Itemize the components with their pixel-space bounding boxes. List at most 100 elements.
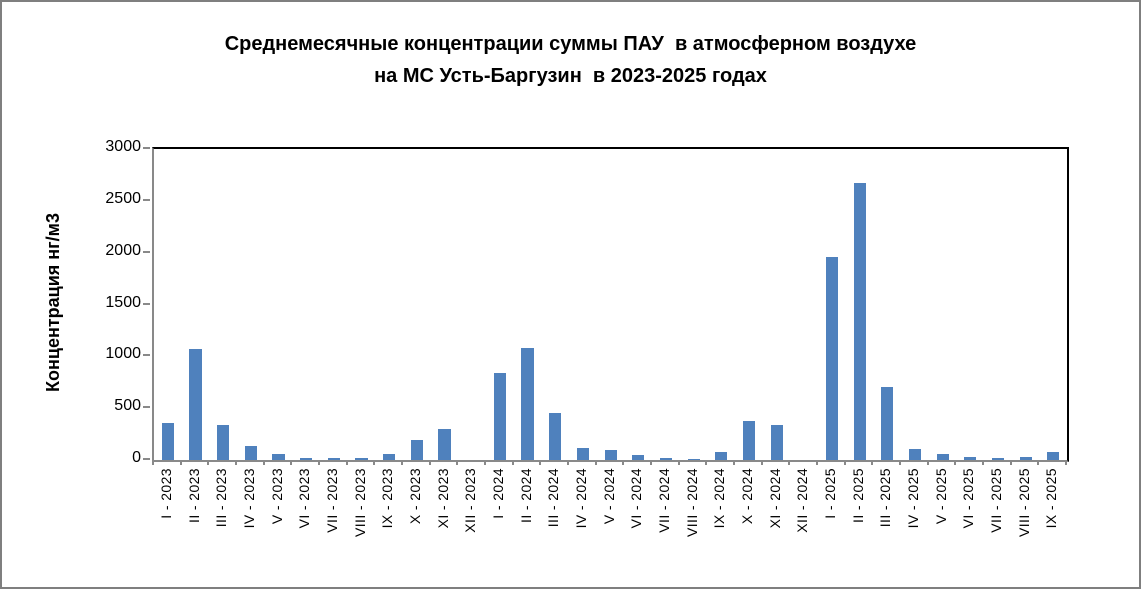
- x-tick-mark: [152, 460, 154, 465]
- x-tick-mark: [179, 460, 182, 465]
- x-tick-label: XI - 2024: [766, 468, 783, 529]
- bar: [991, 458, 1005, 460]
- bar-slot: [680, 149, 708, 460]
- x-label-slot: III - 2023: [207, 468, 235, 580]
- bar-slot: [182, 149, 210, 460]
- bar-slot: [818, 149, 846, 460]
- x-tick-mark: [705, 460, 708, 465]
- x-label-slot: IX - 2024: [705, 468, 733, 580]
- x-tick-label: XII - 2023: [462, 468, 479, 533]
- bar-slot: [707, 149, 735, 460]
- x-label-slot: VI - 2024: [622, 468, 650, 580]
- x-label-slot: VII - 2023: [318, 468, 346, 580]
- y-tick-mark: [143, 147, 150, 149]
- x-tick-label: I - 2023: [157, 468, 174, 519]
- x-label-slot: IX - 2025: [1038, 468, 1066, 580]
- x-tick-mark: [733, 460, 735, 465]
- x-label-slot: I - 2025: [816, 468, 844, 580]
- chart-title-line1: Среднемесячные концентрации суммы ПАУ в …: [224, 33, 917, 55]
- x-tick-label: VIII - 2023: [351, 468, 368, 537]
- y-tick-label: 0: [132, 449, 141, 466]
- x-label-slot: XII - 2024: [788, 468, 816, 580]
- bar: [189, 348, 202, 460]
- plot-area: [152, 147, 1069, 462]
- x-tick-label: II - 2025: [849, 468, 866, 523]
- x-tick-label: VII - 2023: [323, 468, 340, 533]
- x-tick-mark: [622, 460, 625, 465]
- bar: [908, 449, 922, 460]
- bar-slot: [901, 149, 929, 460]
- x-tick-label: II - 2024: [517, 468, 534, 523]
- bar: [936, 453, 949, 460]
- x-label-slot: XI - 2024: [761, 468, 789, 580]
- x-label-slot: VII - 2024: [650, 468, 678, 580]
- bar: [355, 458, 368, 460]
- x-tick-mark: [982, 460, 984, 465]
- bar-slot: [735, 149, 763, 460]
- x-label-slot: III - 2024: [539, 468, 567, 580]
- x-tick-mark: [318, 460, 320, 465]
- x-label-slot: XII - 2023: [456, 468, 484, 580]
- x-tick-label: I - 2024: [489, 468, 506, 519]
- x-tick-label: V - 2023: [268, 468, 285, 525]
- x-tick-label: VIII - 2024: [683, 468, 700, 537]
- bar-slot: [458, 149, 486, 460]
- bar: [383, 453, 396, 460]
- bar-slot: [846, 149, 874, 460]
- x-tick-label: V - 2025: [932, 468, 949, 525]
- x-tick-mark: [788, 460, 791, 465]
- bar: [825, 256, 839, 460]
- bar-slot: [652, 149, 680, 460]
- bar-slot: [403, 149, 431, 460]
- x-label-slot: IV - 2023: [235, 468, 263, 580]
- x-tick-mark: [345, 460, 348, 465]
- bar-slot: [237, 149, 265, 460]
- x-label-slot: II - 2023: [180, 468, 208, 580]
- bar: [853, 182, 866, 460]
- x-label-slot: VII - 2025: [982, 468, 1010, 580]
- x-tick-mark: [843, 460, 846, 465]
- x-tick-label: XII - 2024: [794, 468, 811, 533]
- x-tick-mark: [511, 460, 514, 465]
- bar: [770, 424, 783, 460]
- x-tick-mark: [650, 460, 652, 465]
- x-label-slot: V - 2025: [927, 468, 955, 580]
- bar: [521, 347, 534, 460]
- x-tick-label: I - 2025: [821, 468, 838, 519]
- x-tick-mark: [290, 460, 293, 465]
- y-tick-mark: [143, 354, 150, 357]
- y-tick-mark: [143, 250, 150, 253]
- x-label-slot: VI - 2025: [954, 468, 982, 580]
- bar-slot: [597, 149, 625, 460]
- x-tick-mark: [1065, 460, 1067, 465]
- bar: [742, 421, 756, 460]
- x-tick-mark: [428, 460, 431, 465]
- x-label-slot: VIII - 2023: [346, 468, 374, 580]
- bar: [881, 387, 894, 460]
- x-tick-mark: [1009, 460, 1012, 465]
- x-tick-label: IV - 2025: [904, 468, 921, 529]
- bar-slot: [929, 149, 957, 460]
- bar-slot: [320, 149, 348, 460]
- x-label-slot: IV - 2024: [567, 468, 595, 580]
- bar-slot: [984, 149, 1012, 460]
- x-tick-mark: [484, 460, 486, 465]
- x-tick-label: IX - 2023: [379, 468, 396, 529]
- x-label-slot: II - 2025: [844, 468, 872, 580]
- x-label-slot: I - 2024: [484, 468, 512, 580]
- bar-series: [154, 149, 1067, 460]
- y-tick-label: 2500: [105, 189, 141, 207]
- bar-slot: [265, 149, 293, 460]
- x-tick-mark: [456, 460, 459, 465]
- x-label-slot: X - 2023: [401, 468, 429, 580]
- y-tick-label: 1000: [105, 345, 141, 363]
- x-tick-mark: [1037, 460, 1040, 465]
- x-tick-mark: [373, 460, 376, 465]
- bar: [244, 445, 257, 460]
- bar: [576, 448, 589, 460]
- x-label-slot: III - 2025: [871, 468, 899, 580]
- x-tick-label: VIII - 2025: [1015, 468, 1032, 537]
- bar-slot: [486, 149, 514, 460]
- y-tick-label: 2000: [105, 241, 141, 259]
- x-label-slot: X - 2024: [733, 468, 761, 580]
